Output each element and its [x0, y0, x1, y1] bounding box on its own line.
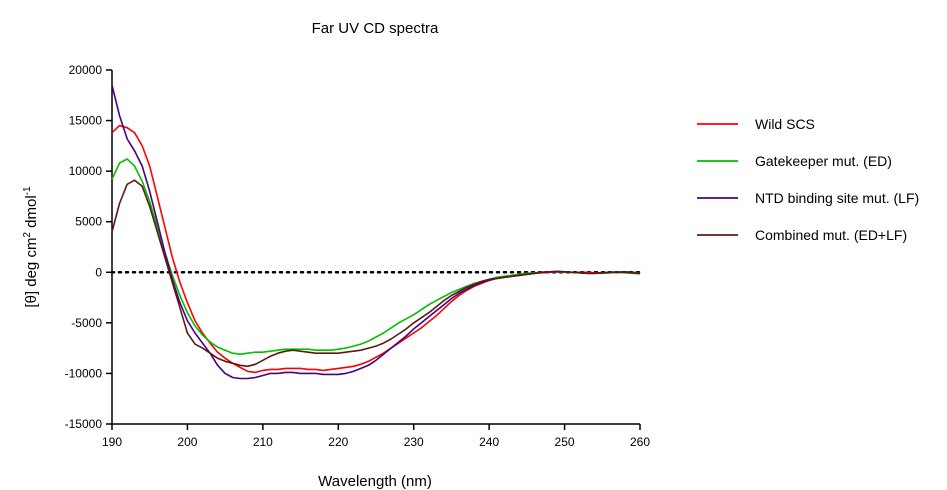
series-line-0 [111, 124, 641, 374]
chart-title: Far UV CD spectra [312, 20, 439, 37]
legend-label-3: Combined mut. (ED+LF) [755, 227, 907, 243]
y-ticks: -15000 -10000 -5000 0 5000 10000 15000 20000 [65, 63, 112, 431]
series-line-1 [111, 158, 641, 356]
y-tick-label: 15000 [69, 114, 103, 128]
axes [111, 70, 640, 425]
legend-label-1: Gatekeeper mut. (ED) [755, 153, 892, 169]
y-tick-label: 20000 [69, 63, 103, 77]
y-axis-label: [θ] deg cm2 dmol-1 [22, 186, 40, 308]
x-ticks: 190 200 210 220 230 240 250 260 [102, 424, 650, 449]
x-axis-label: Wavelength (nm) [318, 473, 432, 490]
x-tick-label: 210 [253, 435, 273, 449]
legend-label-0: Wild SCS [755, 116, 815, 132]
x-tick-label: 250 [555, 435, 575, 449]
y-tick-label: 5000 [75, 215, 102, 229]
series-group [111, 85, 641, 380]
x-tick-label: 260 [630, 435, 650, 449]
x-tick-label: 240 [479, 435, 499, 449]
y-tick-label: 10000 [69, 164, 103, 178]
legend-label-2: NTD binding site mut. (LF) [755, 190, 919, 206]
y-axis-label-mid: dmol [23, 195, 40, 232]
y-axis-label-sup2: -1 [22, 186, 33, 195]
series-line-2 [111, 85, 641, 380]
x-tick-label: 200 [177, 435, 197, 449]
y-tick-label: -15000 [65, 417, 103, 431]
series-line-3 [111, 179, 641, 368]
x-tick-label: 190 [102, 435, 122, 449]
y-tick-label: -10000 [65, 366, 103, 380]
y-axis-label-main: [θ] deg cm [23, 238, 40, 308]
y-tick-label: 0 [95, 265, 102, 279]
y-axis-label-sup1: 2 [22, 232, 33, 238]
x-tick-label: 230 [404, 435, 424, 449]
legend: Wild SCS Gatekeeper mut. (ED) NTD binding … [697, 116, 919, 243]
x-tick-label: 220 [328, 435, 348, 449]
y-tick-label: -5000 [71, 316, 102, 330]
